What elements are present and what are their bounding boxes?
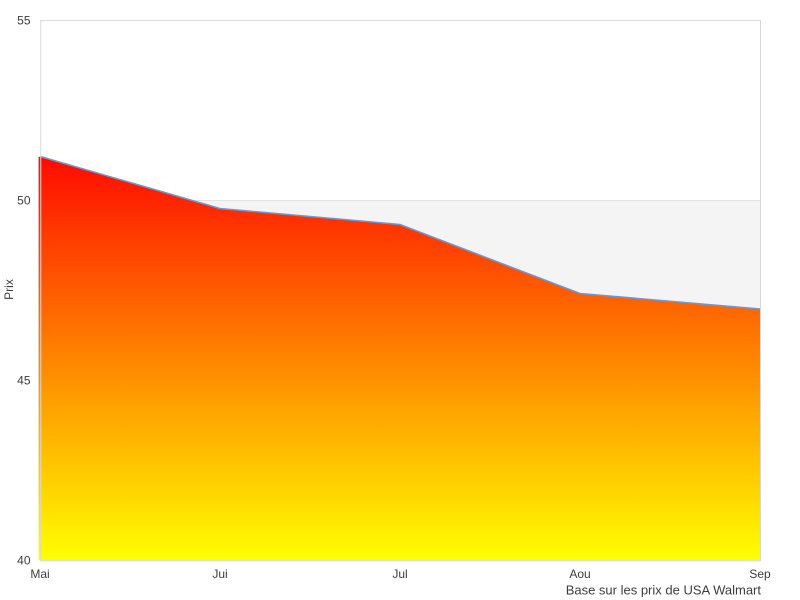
svg-text:45: 45: [17, 373, 31, 387]
svg-text:Jul: Jul: [392, 567, 407, 581]
svg-text:Prix: Prix: [2, 279, 16, 300]
svg-text:Aou: Aou: [569, 567, 590, 581]
svg-text:40: 40: [17, 553, 31, 567]
svg-text:Mai: Mai: [30, 567, 49, 581]
svg-text:55: 55: [17, 13, 31, 27]
svg-text:Jui: Jui: [212, 567, 227, 581]
svg-text:50: 50: [17, 193, 31, 207]
svg-text:Sep: Sep: [749, 567, 771, 581]
svg-text:Base sur les prix de USA Walma: Base sur les prix de USA Walmart: [566, 583, 762, 598]
